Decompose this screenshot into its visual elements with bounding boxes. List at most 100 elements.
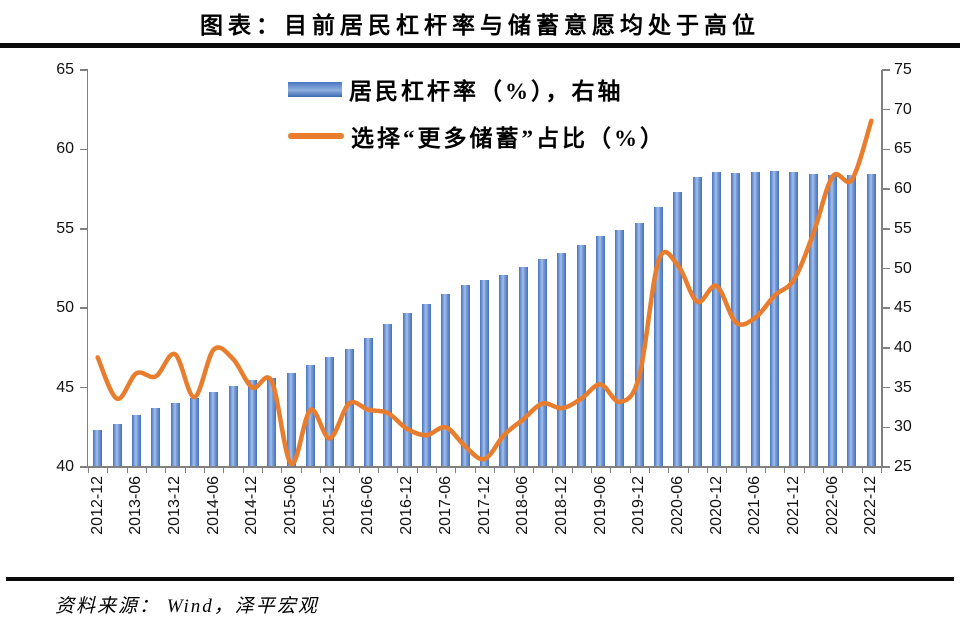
x-axis-label: 2021-06 <box>746 476 764 535</box>
savings-line-layer <box>95 118 874 467</box>
x-axis-tick <box>881 467 882 473</box>
x-axis-label: 2022-12 <box>862 476 880 535</box>
legend-item-leverage: 居民杠杆率（%），右轴 <box>288 72 666 106</box>
bar-household-leverage <box>93 430 103 467</box>
x-axis-label: 2017-12 <box>475 476 493 535</box>
title-divider <box>0 43 960 48</box>
x-axis-tick <box>455 467 457 473</box>
y-axis-right-tick <box>882 307 890 309</box>
bar-household-leverage <box>344 348 354 467</box>
legend-label-leverage: 居民杠杆率（%），右轴 <box>349 79 624 104</box>
bar-household-leverage <box>267 378 277 467</box>
legend: 居民杠杆率（%），右轴 选择“更多储蓄”占比（%） <box>288 72 666 166</box>
bar-household-leverage <box>325 356 335 467</box>
bar-household-leverage <box>383 324 393 467</box>
bar-household-leverage <box>866 174 876 467</box>
bar-household-leverage <box>441 293 451 467</box>
bar-household-leverage <box>480 279 489 467</box>
chart-title: 图表：目前居民杠杆率与储蓄意愿均处于高位 <box>200 13 760 38</box>
y-axis-right-label: 70 <box>894 100 912 118</box>
y-axis-right-label: 55 <box>894 219 912 237</box>
legend-label-savings: 选择“更多储蓄”占比（%） <box>351 126 666 151</box>
x-axis-tick <box>590 467 592 473</box>
bar-household-leverage <box>402 312 412 467</box>
bar-household-leverage <box>170 403 180 467</box>
y-axis-right-line <box>881 70 883 467</box>
x-axis-label: 2019-12 <box>630 476 648 535</box>
x-axis-label: 2015-06 <box>282 476 300 535</box>
x-axis-tick <box>745 467 747 473</box>
x-axis-tick <box>764 467 766 473</box>
savings-preference-line <box>95 118 874 467</box>
bar-household-leverage <box>654 207 664 467</box>
y-axis-left-label: 45 <box>56 378 74 396</box>
bar-household-leverage <box>808 174 818 467</box>
x-axis-label: 2014-12 <box>243 476 261 535</box>
x-axis-label: 2022-06 <box>823 476 841 535</box>
x-axis-tick <box>822 467 824 473</box>
bar-household-leverage <box>518 266 528 467</box>
x-axis-label: 2016-06 <box>359 476 377 535</box>
bar-household-leverage <box>789 172 799 467</box>
bar-household-leverage <box>712 171 722 467</box>
bar-household-leverage <box>189 397 199 467</box>
bar-series-swatch-icon <box>288 81 342 97</box>
y-axis-left-label: 55 <box>56 219 74 237</box>
x-axis-tick <box>706 467 708 473</box>
x-axis-tick <box>378 467 380 473</box>
bar-household-leverage <box>286 372 296 467</box>
x-axis-tick <box>474 467 476 473</box>
x-axis-label: 2021-12 <box>784 476 802 535</box>
bar-household-leverage <box>596 235 606 467</box>
y-axis-left-label: 65 <box>56 61 74 78</box>
bar-household-leverage <box>499 274 509 467</box>
bar-household-leverage <box>460 285 470 467</box>
x-axis-tick <box>281 467 283 473</box>
y-axis-left-tick <box>80 228 88 230</box>
y-axis-left-tick <box>80 307 88 309</box>
bar-household-leverage <box>209 391 219 467</box>
y-axis-right-label: 40 <box>894 338 912 356</box>
y-axis-right-label: 45 <box>894 299 912 317</box>
y-axis-right-tick <box>882 466 890 468</box>
y-axis-right-label: 75 <box>894 61 912 78</box>
bar-household-leverage <box>228 386 238 467</box>
x-axis-tick <box>610 467 612 473</box>
x-axis-tick <box>146 467 148 473</box>
x-axis-label: 2020-12 <box>707 476 725 535</box>
bar-household-leverage <box>538 258 548 467</box>
y-axis-left-tick <box>80 69 88 71</box>
bar-household-leverage <box>305 365 315 467</box>
y-axis-right-label: 65 <box>894 140 912 158</box>
x-axis-tick <box>842 467 844 473</box>
x-axis-label: 2020-06 <box>668 476 686 535</box>
x-axis-tick <box>571 467 573 473</box>
x-axis-tick <box>687 467 689 473</box>
x-axis-line <box>86 466 883 468</box>
footer-divider <box>6 577 954 581</box>
y-axis-left-label: 50 <box>56 299 74 317</box>
x-axis-label: 2015-12 <box>320 476 338 535</box>
bar-household-leverage <box>692 177 702 467</box>
x-axis-tick <box>532 467 534 473</box>
x-axis-tick <box>204 467 206 473</box>
bar-household-leverage <box>557 253 567 467</box>
bar-household-leverage <box>131 415 141 467</box>
x-axis-label: 2014-06 <box>204 476 222 535</box>
y-axis-right-tick <box>882 108 890 111</box>
bar-household-leverage <box>634 223 644 467</box>
x-axis-tick <box>223 467 225 473</box>
x-axis-tick <box>358 467 360 473</box>
chart-area: 居民杠杆率（%），右轴 选择“更多储蓄”占比（%） 40 45 50 55 60 65 25… <box>0 50 960 595</box>
x-axis-tick <box>648 467 650 473</box>
x-axis-label: 2013-12 <box>166 476 184 535</box>
x-axis-label: 2013-06 <box>127 476 145 535</box>
y-axis-right-tick <box>882 386 890 389</box>
x-axis-tick <box>784 467 786 473</box>
y-axis-right-label: 35 <box>894 378 912 396</box>
x-axis-tick <box>436 467 438 473</box>
x-axis-tick <box>726 467 728 473</box>
bar-household-leverage <box>828 174 838 467</box>
y-axis-right-label: 25 <box>894 458 912 475</box>
